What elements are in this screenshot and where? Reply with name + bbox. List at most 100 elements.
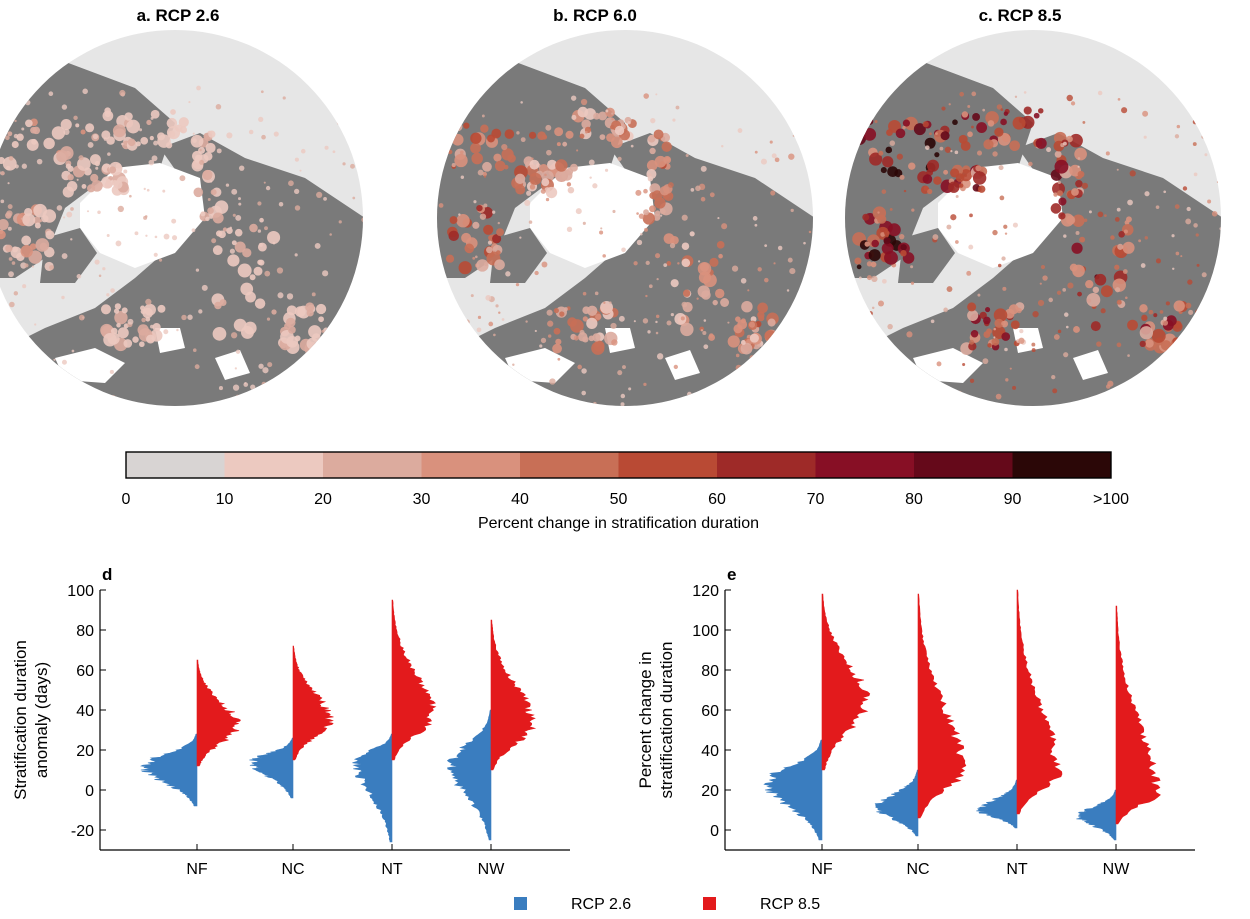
violin-rcp85-NC [292, 645, 334, 761]
lake-patch [85, 123, 95, 133]
lake-patch [654, 197, 666, 209]
lake-patch [1140, 263, 1146, 268]
lake-patch [214, 301, 222, 310]
lake-patch [581, 368, 587, 374]
lake-patch [1104, 214, 1107, 217]
violin-rcp26-NW [1076, 789, 1117, 841]
lake-patch [9, 360, 13, 365]
lake-patch [959, 91, 965, 97]
lake-patch [557, 357, 561, 361]
lake-patch [473, 200, 477, 204]
lake-patch [577, 364, 582, 370]
lake-patch [677, 262, 680, 265]
lake-patch [25, 100, 31, 106]
lake-patch [254, 298, 266, 309]
colorbar-bin-8 [914, 452, 1013, 478]
sea-a [55, 348, 125, 383]
lake-patch [8, 257, 13, 261]
lake-patch [1123, 229, 1128, 234]
lake-patch [877, 211, 880, 214]
lake-patch [70, 207, 74, 211]
lake-patch [894, 169, 903, 178]
y-tick-label: 100 [67, 583, 94, 600]
lake-patch [1114, 217, 1120, 222]
lake-patch [121, 307, 128, 314]
lake-patch [282, 405, 286, 406]
lake-patch [672, 118, 676, 122]
lake-patch [992, 151, 998, 157]
lake-patch [567, 186, 575, 194]
lake-patch [602, 254, 606, 258]
lake-patch [1099, 392, 1104, 398]
lake-patch [267, 362, 273, 368]
lake-patch [306, 309, 314, 317]
lake-patch [286, 293, 294, 300]
lake-patch [218, 230, 226, 239]
lake-patch [466, 405, 470, 406]
lake-patch [437, 211, 438, 214]
lake-patch [529, 159, 540, 170]
x-tick-label: NT [381, 861, 403, 878]
lake-patch [66, 181, 78, 192]
lake-patch [472, 256, 476, 260]
lake-patch [1170, 403, 1175, 406]
lake-patch [741, 300, 753, 313]
lake-patch [257, 201, 262, 206]
y-tick-label: 120 [692, 583, 719, 600]
lake-patch [1114, 287, 1121, 293]
lake-patch [1201, 135, 1205, 139]
lake-patch [150, 116, 154, 120]
lake-patch [633, 320, 636, 323]
lake-patch [1174, 134, 1180, 139]
lake-patch [56, 205, 63, 211]
lake-patch [1000, 118, 1007, 126]
lake-patch [935, 404, 941, 406]
lake-patch [983, 316, 991, 325]
lake-patch [643, 93, 650, 99]
lake-patch [549, 378, 556, 385]
lake-patch [1005, 378, 1009, 382]
lake-patch [477, 315, 482, 320]
y-tick-label: 60 [701, 703, 719, 720]
lake-patch [620, 393, 626, 399]
lake-patch [1185, 302, 1192, 309]
lake-patch [479, 213, 487, 220]
lake-patch [282, 96, 286, 100]
lake-patch [540, 337, 547, 344]
lake-patch [294, 157, 299, 162]
lake-patch [566, 226, 573, 232]
lake-patch [485, 294, 492, 301]
lake-patch [514, 173, 526, 185]
lake-patch [258, 363, 264, 369]
lake-patch [476, 204, 483, 212]
map-title-b: b. RCP 6.0 [553, 6, 637, 25]
lake-patch [1028, 161, 1033, 167]
lake-patch [263, 181, 266, 184]
panel-letter: e [727, 565, 736, 584]
y-tick-label: 60 [76, 663, 94, 680]
lake-patch [103, 332, 117, 347]
lake-patch [534, 270, 539, 276]
lake-patch [871, 348, 876, 353]
lake-patch [1066, 135, 1073, 143]
lake-patch [1103, 396, 1109, 402]
polar-map-b [437, 30, 813, 406]
lake-patch [114, 303, 122, 310]
lake-patch [866, 368, 870, 372]
lake-patch [126, 119, 141, 134]
lake-patch [554, 401, 559, 406]
lake-patch [358, 275, 362, 278]
lake-patch [1117, 97, 1121, 101]
lake-patch [1176, 344, 1184, 352]
lake-patch [570, 319, 584, 333]
lake-patch [737, 319, 748, 330]
lake-patch [235, 214, 242, 221]
lake-patch [97, 210, 101, 215]
lake-patch [548, 334, 552, 338]
lake-patch [207, 207, 214, 215]
lake-patch [1018, 337, 1025, 344]
lake-patch [969, 378, 975, 384]
lake-patch [214, 200, 229, 214]
lake-patch [1210, 301, 1214, 306]
lake-patch [767, 318, 776, 327]
